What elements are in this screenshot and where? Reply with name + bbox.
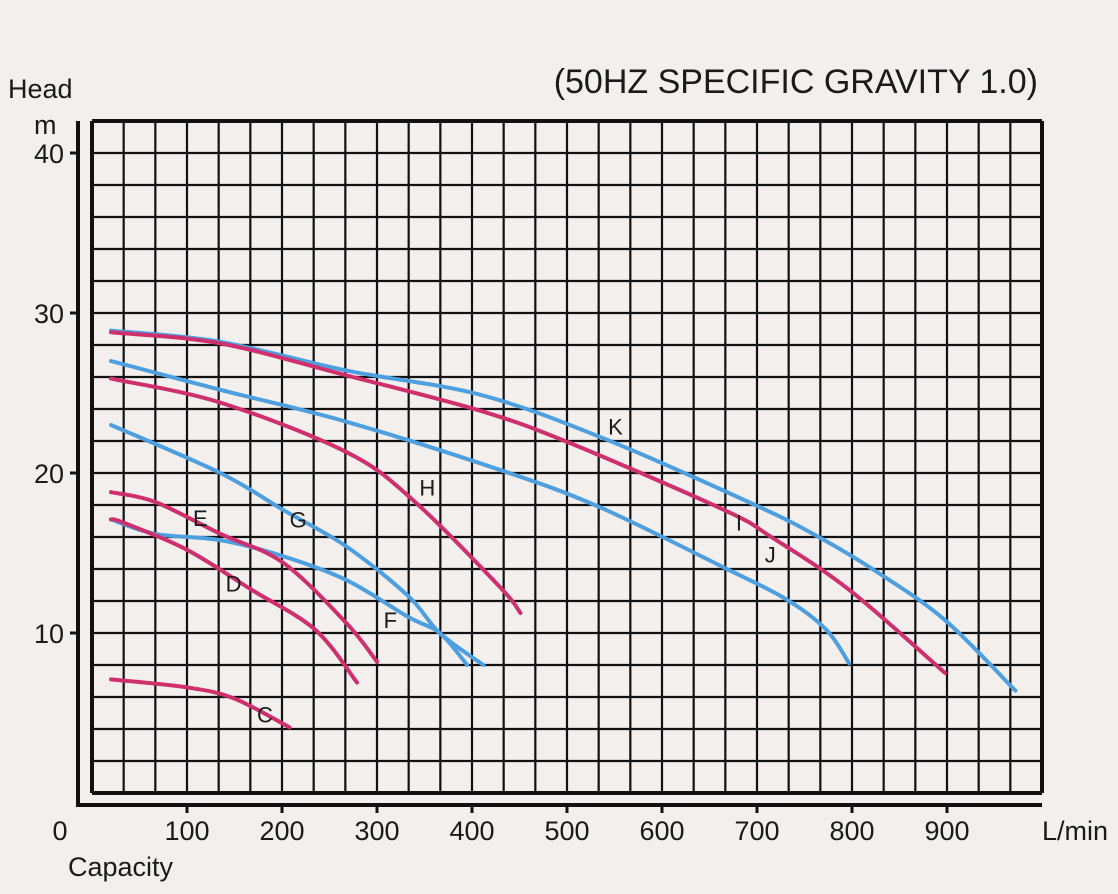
curve-d [109, 517, 360, 685]
x-tick-label: 700 [734, 816, 779, 846]
curve-j [109, 330, 948, 675]
curve-label-e: E [193, 506, 208, 531]
x-tick-label: 300 [354, 816, 399, 846]
curves [109, 328, 1018, 730]
x-tick-label: 900 [924, 816, 969, 846]
chart-title: (50HZ SPECIFIC GRAVITY 1.0) [554, 63, 1038, 101]
x-tick-label: 600 [639, 816, 684, 846]
curve-h [109, 376, 523, 615]
y-axis-label: Head [8, 74, 73, 104]
curve-labels: K JI H G F E D C [193, 415, 776, 728]
y-tick-label: 30 [34, 299, 64, 329]
curve-label-j: J [765, 543, 776, 568]
x-axis-label: Capacity [68, 852, 174, 882]
x-tick-label: 200 [259, 816, 304, 846]
curve-label-d: D [226, 571, 242, 596]
curve-label-f: F [384, 608, 397, 633]
y-axis-unit: m [34, 110, 57, 140]
x-tick-label: 100 [164, 816, 209, 846]
x-tick-label: 400 [449, 816, 494, 846]
x-tick-label: 500 [544, 816, 589, 846]
curve-k [109, 328, 1018, 693]
curve-label-c: C [257, 703, 273, 728]
x-axis-unit: L/min [1042, 816, 1108, 846]
curve-g [109, 423, 486, 667]
curve-label-g: G [290, 507, 307, 532]
y-tick-label: 20 [34, 459, 64, 489]
grid [90, 119, 1044, 795]
y-tick-label: 10 [34, 619, 64, 649]
curve-i [109, 359, 852, 666]
x-tick-label: 0 [52, 816, 67, 846]
curve-e [109, 490, 379, 664]
curve-f [109, 517, 470, 667]
curve-label-i: I [736, 511, 742, 536]
curve-c [109, 677, 292, 730]
curve-label-h: H [419, 475, 435, 500]
x-tick-label: 800 [829, 816, 874, 846]
y-tick-label: 40 [34, 139, 64, 169]
axes [70, 121, 1042, 813]
curve-label-k: K [608, 415, 623, 440]
